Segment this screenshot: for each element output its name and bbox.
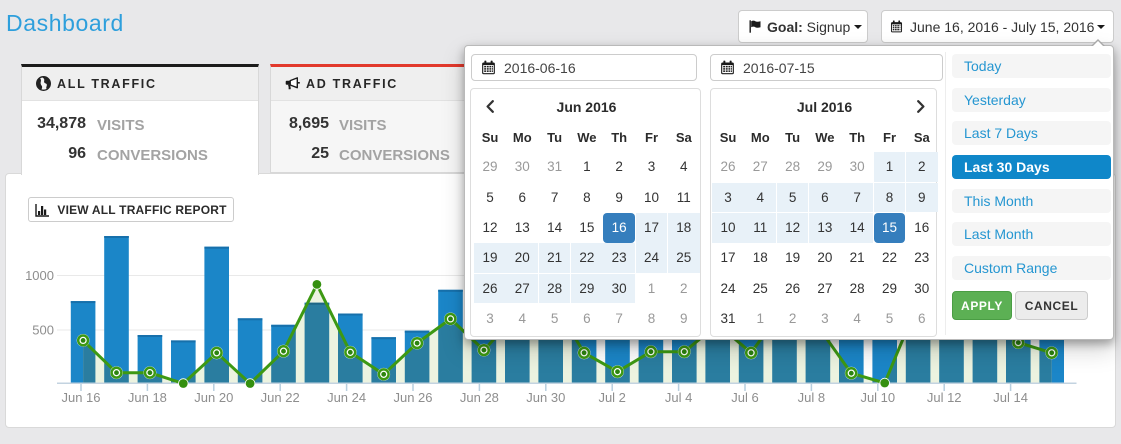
svg-text:Jul 4: Jul 4: [665, 390, 692, 405]
svg-text:Jun 18: Jun 18: [128, 390, 167, 405]
svg-text:Jun 22: Jun 22: [261, 390, 300, 405]
svg-text:Jul 8: Jul 8: [798, 390, 825, 405]
svg-text:Jun 26: Jun 26: [393, 390, 432, 405]
svg-text:Jul 12: Jul 12: [927, 390, 962, 405]
svg-text:Jun 30: Jun 30: [526, 390, 565, 405]
svg-text:Jun 20: Jun 20: [194, 390, 233, 405]
svg-text:Jun 16: Jun 16: [61, 390, 100, 405]
svg-text:1000: 1000: [25, 268, 54, 283]
svg-text:Jun 28: Jun 28: [460, 390, 499, 405]
svg-text:Jul 2: Jul 2: [598, 390, 625, 405]
svg-text:500: 500: [32, 323, 54, 338]
svg-text:Jul 6: Jul 6: [731, 390, 758, 405]
svg-text:Jul 10: Jul 10: [860, 390, 895, 405]
svg-text:Jun 24: Jun 24: [327, 390, 366, 405]
svg-text:Jul 14: Jul 14: [993, 390, 1028, 405]
